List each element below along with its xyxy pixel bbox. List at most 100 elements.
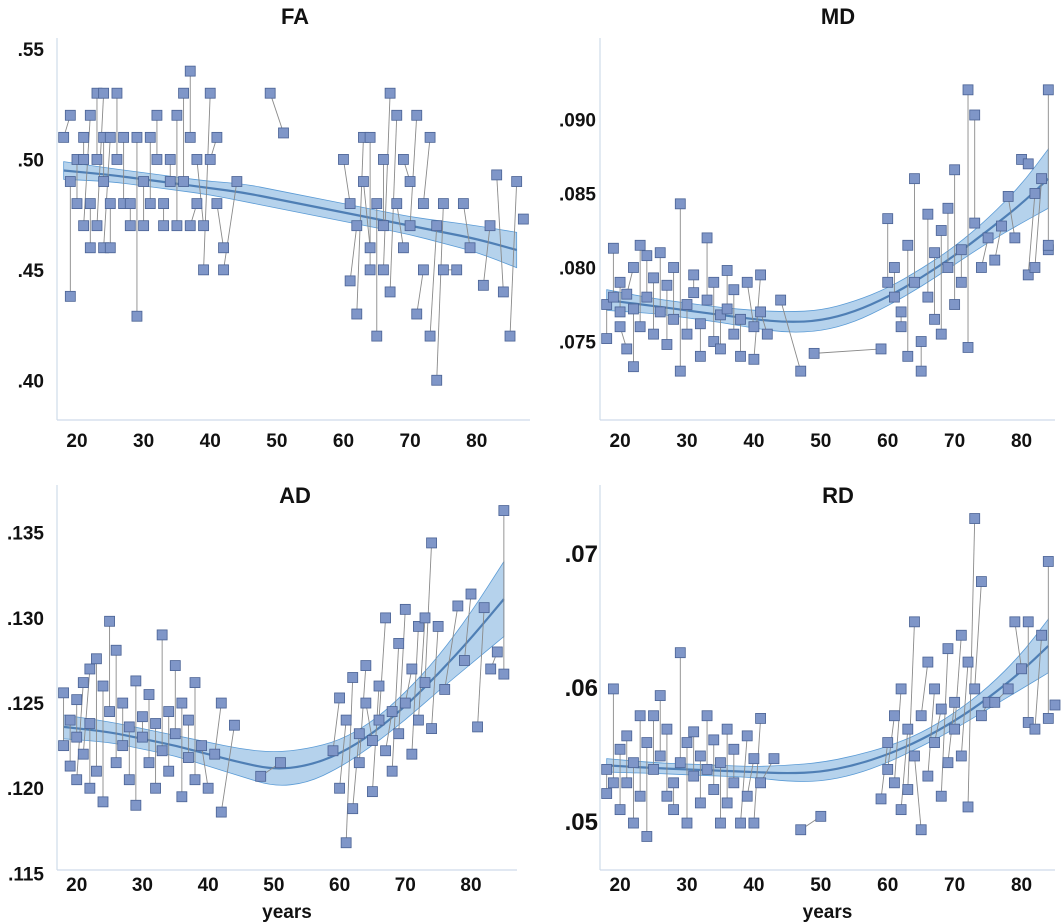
x-tick-label: 70 bbox=[395, 875, 416, 896]
x-axis-label: years bbox=[803, 902, 853, 923]
data-point bbox=[472, 721, 483, 733]
subject-connector bbox=[417, 617, 426, 721]
data-point bbox=[889, 262, 900, 273]
subject-connector bbox=[907, 621, 915, 790]
subject-connector bbox=[1014, 621, 1022, 669]
data-point bbox=[437, 198, 449, 210]
data-point bbox=[426, 537, 437, 549]
data-point bbox=[485, 663, 497, 675]
y-tick-label: .080 bbox=[559, 258, 596, 279]
data-point bbox=[353, 757, 365, 769]
data-point bbox=[634, 790, 646, 802]
data-point bbox=[661, 339, 673, 350]
data-point bbox=[955, 244, 967, 256]
data-point bbox=[465, 588, 477, 600]
data-point bbox=[104, 242, 116, 254]
data-point bbox=[694, 750, 706, 762]
data-point bbox=[504, 330, 516, 342]
data-point bbox=[607, 291, 619, 303]
subject-connector bbox=[753, 718, 762, 824]
data-point bbox=[176, 791, 188, 803]
x-tick-label: 80 bbox=[460, 875, 481, 896]
data-point bbox=[654, 690, 666, 702]
data-point bbox=[464, 242, 476, 254]
data-point bbox=[668, 262, 680, 273]
data-point bbox=[882, 213, 894, 225]
data-point bbox=[144, 131, 156, 143]
subject-connector bbox=[960, 662, 969, 757]
data-point bbox=[628, 817, 639, 829]
data-point bbox=[922, 208, 934, 220]
data-point bbox=[498, 668, 510, 680]
data-point bbox=[661, 723, 673, 735]
data-point bbox=[278, 127, 289, 139]
data-point bbox=[694, 318, 706, 330]
data-point bbox=[431, 374, 443, 386]
data-point bbox=[728, 743, 740, 755]
data-point bbox=[215, 697, 227, 709]
data-point bbox=[1016, 663, 1027, 675]
data-point bbox=[143, 757, 155, 769]
data-point bbox=[163, 765, 175, 777]
data-point bbox=[728, 328, 740, 340]
x-tick-label: 20 bbox=[610, 875, 631, 896]
data-point bbox=[641, 291, 653, 303]
subject-connector bbox=[994, 225, 1002, 261]
panel-title: RD bbox=[822, 483, 854, 508]
data-point bbox=[701, 232, 713, 244]
data-point bbox=[621, 777, 633, 789]
x-tick-label: 20 bbox=[66, 875, 87, 896]
data-point bbox=[949, 723, 961, 735]
data-point bbox=[701, 710, 713, 722]
data-point bbox=[137, 711, 148, 723]
data-point bbox=[184, 131, 196, 143]
subject-connector bbox=[509, 181, 518, 337]
data-point bbox=[701, 763, 713, 775]
data-point bbox=[915, 336, 927, 347]
data-point bbox=[962, 656, 974, 668]
data-point bbox=[935, 790, 947, 802]
data-point bbox=[1002, 683, 1014, 695]
subject-connector bbox=[482, 225, 491, 286]
x-tick-label: 60 bbox=[329, 875, 350, 896]
data-point bbox=[775, 294, 787, 306]
data-point bbox=[123, 721, 135, 733]
data-point bbox=[1042, 556, 1054, 567]
data-point bbox=[728, 777, 740, 789]
data-point bbox=[131, 310, 143, 322]
data-point bbox=[975, 262, 987, 273]
data-point bbox=[634, 710, 646, 722]
data-point bbox=[648, 710, 659, 722]
data-point bbox=[929, 247, 940, 259]
data-point bbox=[621, 288, 633, 300]
subject-connector bbox=[463, 593, 472, 661]
data-point bbox=[654, 306, 666, 318]
data-point bbox=[648, 328, 659, 340]
data-point bbox=[215, 806, 227, 818]
x-tick-label: 20 bbox=[66, 431, 87, 452]
data-point bbox=[353, 728, 365, 740]
data-point bbox=[327, 745, 339, 757]
data-point bbox=[367, 735, 378, 746]
x-tick-label: 30 bbox=[676, 875, 697, 896]
subject-connector bbox=[365, 702, 373, 741]
subject-connector bbox=[398, 609, 406, 734]
subject-connector bbox=[920, 662, 929, 716]
data-point bbox=[84, 109, 96, 121]
data-point bbox=[969, 513, 981, 524]
data-point bbox=[150, 782, 161, 794]
data-point bbox=[117, 740, 129, 752]
data-point bbox=[989, 696, 1001, 708]
data-point bbox=[628, 361, 639, 373]
data-point bbox=[411, 109, 423, 121]
data-point bbox=[334, 692, 345, 704]
subject-connector bbox=[444, 605, 459, 690]
fit-line bbox=[606, 177, 1050, 323]
data-point bbox=[909, 173, 920, 185]
data-point bbox=[491, 169, 503, 181]
data-point bbox=[902, 723, 914, 735]
data-point bbox=[962, 84, 974, 96]
data-point bbox=[84, 663, 96, 675]
data-point bbox=[384, 87, 396, 99]
data-point bbox=[761, 328, 773, 340]
